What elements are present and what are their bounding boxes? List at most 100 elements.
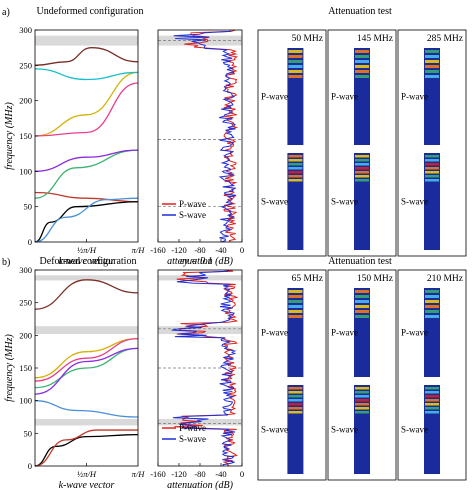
- s-wave-pattern-1-2: [355, 395, 369, 398]
- x-tick-end-label: π/H: [132, 245, 146, 255]
- s-wave-pattern-2-5: [425, 407, 439, 410]
- dispersion-band-3: [34, 347, 139, 389]
- attenuation-images: 65 MHz P-wave S-wave 150 MHz P-wave S-wave 210…: [257, 269, 467, 481]
- y-tick-label-1: 50: [24, 428, 33, 438]
- p-wave-pattern-1-0: [355, 290, 369, 293]
- s-wave-label-2: S-wave: [401, 425, 428, 435]
- att-axis-label: attenuation (dB): [167, 256, 233, 267]
- p-wave-pattern-2-5: [425, 75, 439, 78]
- p-wave-pattern-0-2: [288, 60, 303, 63]
- panel-1-plots: 0 50 100 150 200 250 300 frequency (MHz) ½π/H π/H…: [4, 265, 467, 490]
- panel-a-label: a): [2, 7, 10, 18]
- band-gap-0: [35, 418, 138, 426]
- s-wave-pattern-0-2: [288, 395, 303, 398]
- att-tick-label-4: 0: [240, 245, 244, 255]
- y-tick-label-3: 150: [19, 363, 32, 373]
- y-tick-label-5: 250: [19, 60, 32, 70]
- legend-label-0: P-wave: [179, 423, 206, 433]
- p-wave-pattern-1-2: [355, 60, 369, 63]
- p-wave-pattern-0-5: [288, 75, 303, 78]
- s-wave-label-1: S-wave: [331, 197, 358, 207]
- dispersion-band-8: [34, 47, 139, 66]
- x-axis-label: k-wave vector: [59, 256, 115, 267]
- s-wave-pattern-2-1: [425, 159, 439, 162]
- attenuation-images: 50 MHz P-wave S-wave 145 MHz P-wave S-wave 285…: [257, 29, 467, 257]
- attenuation-plot: -160 -120 -80 -40 0 attenuation (dB) P-waveS-w…: [150, 269, 244, 490]
- p-wave-pattern-2-2: [425, 60, 439, 63]
- p-wave-pattern-2-4: [425, 70, 439, 73]
- p-wave-pattern-1-5: [355, 315, 369, 318]
- dispersion-band-0: [34, 191, 139, 203]
- s-wave-label-0: S-wave: [261, 197, 288, 207]
- s-wave-pattern-2-1: [425, 391, 439, 394]
- att-tick-label-3: -40: [215, 469, 226, 479]
- p-wave-pattern-0-1: [288, 55, 303, 58]
- s-wave-pattern-0-4: [288, 171, 303, 174]
- p-wave-label-0: P-wave: [261, 328, 288, 338]
- freq-label-2: 285 MHz: [427, 34, 463, 44]
- att-tick-label-0: -160: [150, 469, 166, 479]
- s-wave-pattern-0-4: [288, 403, 303, 406]
- p-wave-pattern-0-4: [288, 70, 303, 73]
- y-tick-label-0: 0: [28, 461, 32, 471]
- y-tick-label-4: 200: [19, 330, 32, 340]
- p-wave-pattern-2-2: [425, 300, 439, 303]
- dispersion-band-4: [34, 149, 139, 172]
- dispersion-band-1: [34, 201, 139, 243]
- freq-label-0: 65 MHz: [292, 274, 323, 284]
- y-axis-label: frequency (MHz): [4, 334, 15, 402]
- p-wave-pattern-2-5: [425, 315, 439, 318]
- p-wave-pattern-2-1: [425, 295, 439, 298]
- s-wave-pattern-1-4: [355, 403, 369, 406]
- attenuation-plot: -160 -120 -80 -40 0 attenuation (dB) P-waveS-w…: [150, 29, 244, 267]
- p-wave-pattern-0-3: [288, 65, 303, 68]
- att-tick-label-1: -120: [171, 469, 187, 479]
- freq-label-1: 150 MHz: [357, 274, 393, 284]
- dispersion-band-2: [34, 400, 139, 418]
- dispersion-band-5: [34, 71, 139, 137]
- p-wave-pattern-0-4: [288, 310, 303, 313]
- s-wave-pattern-0-1: [288, 159, 303, 162]
- dispersion-band-7: [34, 279, 139, 310]
- p-wave-pattern-2-0: [425, 50, 439, 53]
- y-tick-label-3: 150: [19, 131, 32, 141]
- p-wave-pattern-0-5: [288, 315, 303, 318]
- dispersion-band-1: [34, 429, 138, 467]
- p-wave-pattern-0-0: [288, 290, 303, 293]
- att-tick-label-1: -120: [171, 245, 187, 255]
- band-gap-1: [35, 326, 138, 335]
- att-tick-label-4: 0: [240, 469, 244, 479]
- s-wave-pattern-1-2: [355, 163, 369, 166]
- dispersion-band-2: [34, 197, 139, 243]
- legend-label-0: P-wave: [179, 199, 206, 209]
- panel-0-plots: 0 50 100 150 200 250 300 frequency (MHz) ½π/H π/H…: [4, 25, 467, 267]
- y-tick-label-0: 0: [28, 237, 32, 247]
- s-wave-pattern-1-1: [355, 391, 369, 394]
- p-wave-pattern-1-5: [355, 75, 369, 78]
- att-axis-label: attenuation (dB): [167, 480, 233, 490]
- att-tick-label-0: -160: [150, 245, 166, 255]
- dispersion-plot: 0 50 100 150 200 250 300 frequency (MHz) ½π/H π/H…: [4, 265, 145, 490]
- att-gap-1: [158, 326, 242, 335]
- p-wave-label-1: P-wave: [331, 92, 358, 102]
- s-wave-pattern-2-4: [425, 403, 439, 406]
- s-wave-pattern-2-3: [425, 399, 439, 402]
- p-wave-label-2: P-wave: [401, 92, 428, 102]
- att-tick-label-2: -80: [194, 245, 205, 255]
- s-wave-pattern-1-6: [355, 411, 369, 414]
- y-tick-label-1: 50: [24, 202, 33, 212]
- s-wave-pattern-0-1: [288, 391, 303, 394]
- panel-a: a) Undeformed configuration Attenuation …: [2, 6, 392, 18]
- s-wave-pattern-0-0: [288, 387, 303, 390]
- y-tick-label-2: 100: [19, 396, 32, 406]
- freq-label-2: 210 MHz: [427, 274, 463, 284]
- att-trace-P-wave: [184, 29, 239, 243]
- panel-b-attenuation-title: Attenuation test: [328, 256, 392, 267]
- s-wave-pattern-1-4: [355, 171, 369, 174]
- s-wave-pattern-2-6: [425, 411, 439, 414]
- y-axis-label: frequency (MHz): [4, 102, 15, 170]
- p-wave-label-2: P-wave: [401, 328, 428, 338]
- p-wave-pattern-1-3: [355, 65, 369, 68]
- panel-a-config-title: Undeformed configuration: [37, 6, 144, 17]
- panel-b-label: b): [2, 257, 10, 268]
